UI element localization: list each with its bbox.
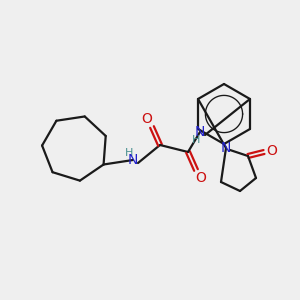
Text: N: N [221,141,231,155]
Text: H: H [192,135,200,145]
Text: H: H [125,148,133,158]
Text: O: O [196,171,206,185]
Text: N: N [195,125,205,139]
Text: N: N [128,153,138,167]
Text: O: O [267,144,278,158]
Text: O: O [142,112,152,126]
